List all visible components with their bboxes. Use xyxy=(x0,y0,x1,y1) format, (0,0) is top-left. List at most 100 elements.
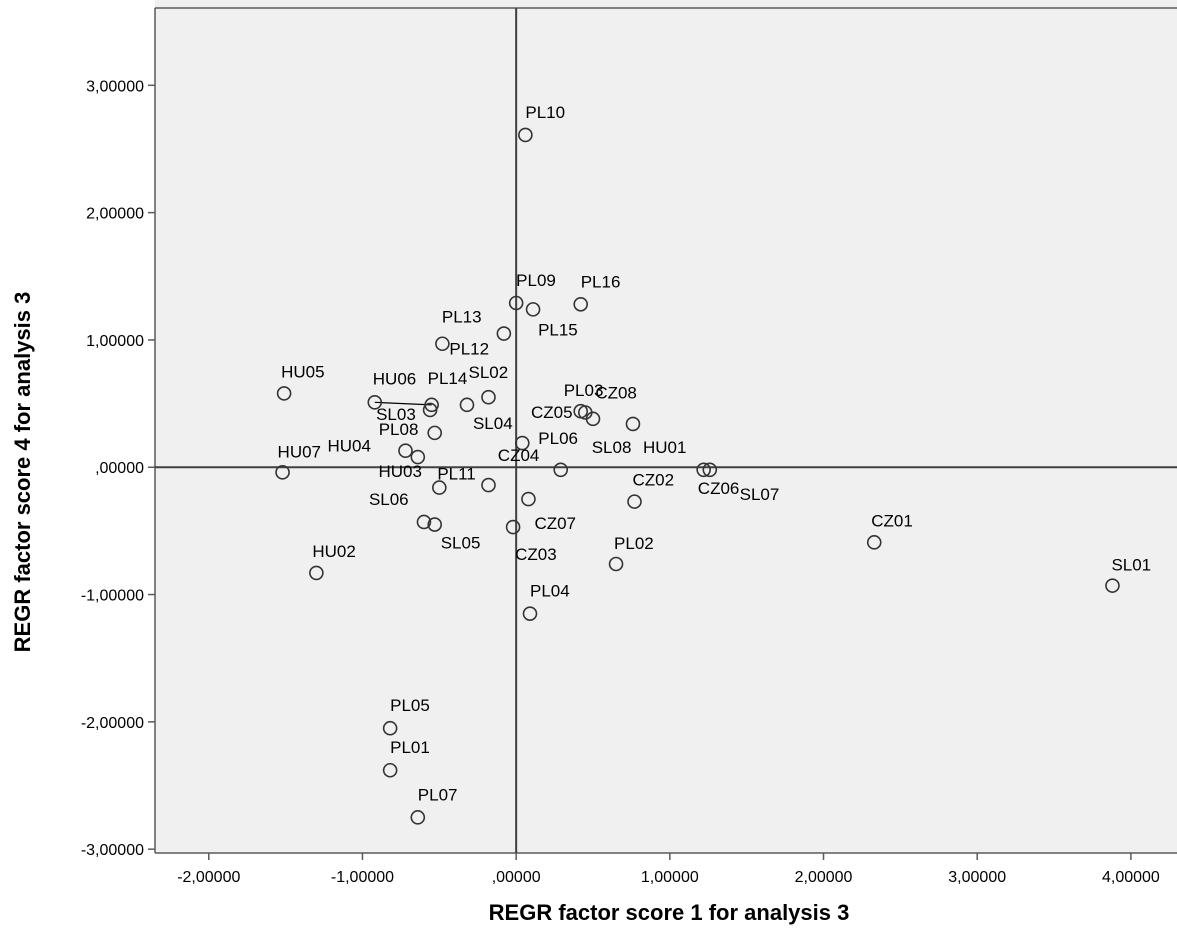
data-point-marker xyxy=(410,449,426,465)
y-tick-label: -3,00000 xyxy=(81,842,144,859)
y-tick-label: -1,00000 xyxy=(81,588,144,605)
point-labels: PL10 PL09 PL16 PL15 PL13 PL12 HU05 SL02 HU06 PL14… xyxy=(278,103,1152,804)
data-point-label: HU07 xyxy=(278,442,321,461)
data-point-label: PL06 xyxy=(538,429,578,448)
data-point-marker xyxy=(521,491,536,507)
data-point-label: CZ04 xyxy=(498,446,540,465)
y-axis-title: REGR factor score 4 for analysis 3 xyxy=(10,292,35,653)
data-point-marker xyxy=(702,462,718,478)
data-point-label: SL06 xyxy=(369,490,409,509)
data-point-marker xyxy=(276,386,292,401)
data-point-label: SL05 xyxy=(441,534,481,553)
data-point-marker xyxy=(427,425,443,441)
data-point-label: PL04 xyxy=(530,582,570,601)
data-point-marker xyxy=(416,514,432,530)
data-point-label: PL08 xyxy=(379,420,419,439)
data-point-marker xyxy=(459,397,475,413)
data-point-marker xyxy=(608,556,624,572)
x-tick-label: 2,00000 xyxy=(795,869,853,886)
data-point-marker xyxy=(525,302,541,317)
data-point-label: SL02 xyxy=(468,363,508,382)
y-tick-label: ,00000 xyxy=(95,460,144,477)
data-point-label: CZ06 xyxy=(698,479,740,498)
data-point-marker xyxy=(496,326,512,341)
data-point-marker xyxy=(522,606,538,621)
data-point-label: PL16 xyxy=(581,272,621,291)
data-point-label: PL15 xyxy=(538,320,578,339)
y-tick-label: 3,00000 xyxy=(86,78,144,95)
data-point-label: PL02 xyxy=(614,534,654,553)
data-point-label: CZ05 xyxy=(531,403,573,422)
data-point-marker xyxy=(382,762,398,778)
y-tick-label: 2,00000 xyxy=(86,206,144,223)
data-point-label: PL14 xyxy=(428,369,468,388)
data-point-label: SL08 xyxy=(592,438,632,457)
x-tick-label: 1,00000 xyxy=(641,869,699,886)
data-point-label: PL05 xyxy=(390,696,430,715)
data-point-label: PL07 xyxy=(418,785,458,804)
data-point-label: PL03 xyxy=(564,381,604,400)
data-point-marker xyxy=(696,462,711,478)
data-point-label: PL01 xyxy=(390,738,430,757)
data-point-marker xyxy=(398,443,413,458)
x-tick-label: -2,00000 xyxy=(177,869,240,886)
data-point-label: CZ08 xyxy=(595,383,637,402)
data-point-label: CZ03 xyxy=(515,545,557,564)
data-point-marker xyxy=(505,519,521,535)
data-point-marker xyxy=(1105,578,1120,593)
x-tick-label: 4,00000 xyxy=(1102,869,1160,886)
data-point-label: PL09 xyxy=(516,271,556,290)
data-point-marker xyxy=(573,296,589,312)
data-point-marker xyxy=(481,477,496,493)
data-point-label: PL11 xyxy=(437,465,475,484)
x-tick-label: -1,00000 xyxy=(331,869,394,886)
data-point-label: HU06 xyxy=(373,369,416,388)
plot-area xyxy=(155,0,1177,853)
data-point-marker xyxy=(585,411,601,427)
data-point-label: SL01 xyxy=(1111,556,1151,575)
data-point-marker xyxy=(422,402,438,418)
data-point-marker xyxy=(309,565,324,581)
data-point-marker xyxy=(435,336,450,352)
data-point-label: SL04 xyxy=(473,414,513,433)
data-point-marker xyxy=(432,480,447,495)
y-tick-label: 1,00000 xyxy=(86,333,144,350)
data-point-label: HU03 xyxy=(378,462,421,481)
data-point-label: PL12 xyxy=(449,340,489,359)
data-point-marker xyxy=(481,389,496,405)
y-tick-label: -2,00000 xyxy=(81,715,144,732)
connector-line xyxy=(374,401,432,406)
data-point-label: CZ02 xyxy=(632,471,674,490)
reference-lines xyxy=(155,8,1177,853)
data-point-marker xyxy=(410,810,426,825)
data-point-label: CZ07 xyxy=(534,514,576,533)
data-point-marker xyxy=(367,395,383,410)
data-point-label: HU05 xyxy=(281,362,324,381)
data-point-label: HU04 xyxy=(328,437,371,456)
data-point-marker xyxy=(627,494,642,509)
x-tick-label: 3,00000 xyxy=(948,869,1006,886)
data-point-marker xyxy=(508,295,524,311)
data-point-label: SL03 xyxy=(376,405,416,424)
data-point-label: HU01 xyxy=(643,438,686,457)
data-point-label: PL10 xyxy=(525,103,565,122)
data-point-marker xyxy=(518,127,533,143)
data-point-marker xyxy=(275,465,290,480)
axis-ticks: -3,00000 -2,00000 -1,00000 ,00000 1,00000 2,0… xyxy=(81,78,1160,886)
data-point-marker xyxy=(515,435,530,451)
data-point-label: CZ01 xyxy=(871,511,913,530)
connector-lines xyxy=(374,401,432,406)
data-point-marker xyxy=(553,462,569,478)
data-point-marker xyxy=(427,517,443,532)
x-axis-title: REGR factor score 1 for analysis 3 xyxy=(489,900,850,925)
data-point-marker xyxy=(382,720,398,736)
x-tick-label: ,00000 xyxy=(492,869,541,886)
data-point-marker xyxy=(866,535,882,550)
data-points xyxy=(275,127,1120,825)
data-point-label: PL13 xyxy=(442,308,482,327)
data-point-marker xyxy=(625,416,641,432)
data-point-label: SL07 xyxy=(740,485,780,504)
data-point-label: HU02 xyxy=(312,542,355,561)
